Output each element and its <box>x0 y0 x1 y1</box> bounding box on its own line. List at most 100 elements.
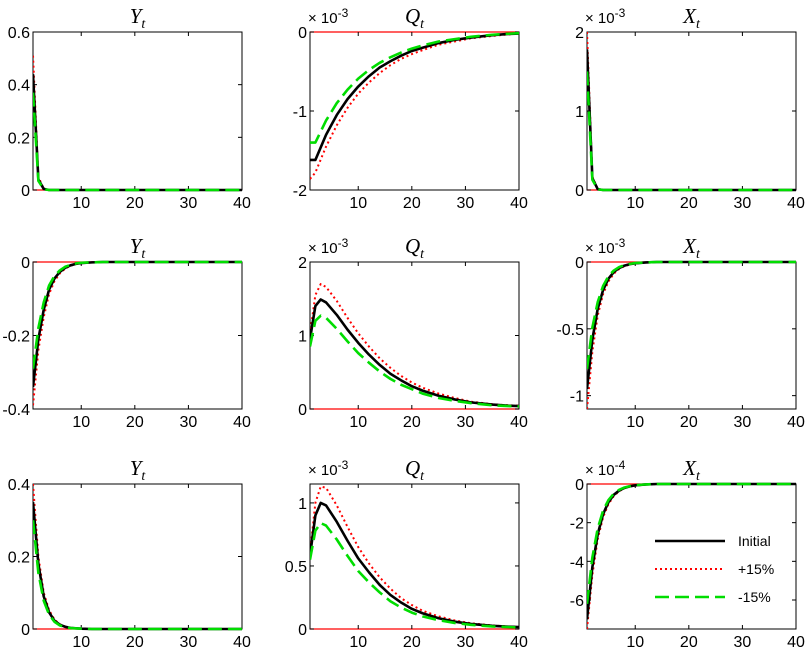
x-tick-label: 30 <box>180 195 198 212</box>
x-tick-label: 20 <box>680 195 698 212</box>
y-tick-label: -4 <box>570 554 584 571</box>
y-tick-label: 1 <box>298 496 307 513</box>
y-tick-label: 0 <box>575 183 584 200</box>
x-tick-label: 10 <box>72 634 90 651</box>
panel-title: Yt <box>130 4 147 32</box>
axis-exponent-label: × 10-3 <box>585 6 626 27</box>
x-tick-label: 10 <box>72 195 90 212</box>
x-tick-label: 10 <box>626 195 644 212</box>
legend: Initial +15% -15% <box>655 533 774 605</box>
x-tick-label: 30 <box>734 634 752 651</box>
x-tick-label: 40 <box>787 195 805 212</box>
series-line-minus15 <box>310 31 519 144</box>
x-tick-label: 20 <box>403 195 421 212</box>
x-tick-label: 30 <box>180 414 198 431</box>
x-tick-label: 10 <box>349 195 367 212</box>
x-tick-label: 30 <box>180 634 198 651</box>
y-tick-label: 2 <box>575 25 584 42</box>
panel-1: 10 20 30 40 0 0.2 0.4 0.6 Yt <box>8 4 251 212</box>
x-tick-label: 20 <box>403 634 421 651</box>
x-tick-label: 20 <box>680 634 698 651</box>
series-line-minus15 <box>587 482 796 605</box>
y-tick-label: 2 <box>298 255 307 272</box>
panel-title: Xt <box>682 234 701 262</box>
y-tick-label: -0.2 <box>2 329 30 346</box>
x-tick-label: 10 <box>72 414 90 431</box>
x-tick-label: 30 <box>457 634 475 651</box>
y-tick-label: -2 <box>570 516 584 533</box>
y-tick-label: 0.4 <box>8 78 30 95</box>
series-line-minus15 <box>33 520 242 631</box>
legend-label: Initial <box>738 533 771 549</box>
panel-title: Qt <box>405 4 425 32</box>
x-tick-label: 20 <box>403 414 421 431</box>
x-tick-label: 30 <box>734 195 752 212</box>
axis-exponent-label: × 10-3 <box>585 236 626 257</box>
y-tick-label: 0.5 <box>285 559 307 576</box>
y-tick-label: -1 <box>570 389 584 406</box>
y-tick-label: 0 <box>298 622 307 639</box>
series-line-minus15 <box>33 92 242 192</box>
x-tick-label: 20 <box>680 414 698 431</box>
y-tick-label: 0 <box>21 255 30 272</box>
x-tick-label: 40 <box>787 414 805 431</box>
x-tick-label: 40 <box>233 414 251 431</box>
series-line-minus15 <box>310 314 519 408</box>
y-tick-label: 0 <box>298 402 307 419</box>
axis-exponent-label: × 10-3 <box>308 6 349 27</box>
y-tick-label: 0.2 <box>8 550 30 567</box>
x-tick-label: 10 <box>349 634 367 651</box>
panel-2: 10 20 30 40 -2 -1 0× 10-3 Qt <box>293 4 528 212</box>
panel-7: 10 20 30 40 0 0.2 0.4 Yt <box>8 456 251 651</box>
panel-5: 10 20 30 40 0 1 2× 10-3 Qt <box>298 234 528 431</box>
x-tick-label: 30 <box>734 414 752 431</box>
x-tick-label: 10 <box>626 634 644 651</box>
axes-box <box>309 31 520 191</box>
y-tick-label: 0 <box>575 255 584 272</box>
panel-9: 10 20 30 40 -6 -4 -2 0× 10-4 Xt Initial +15% -15% <box>570 456 805 651</box>
x-tick-label: 20 <box>126 414 144 431</box>
axes-box <box>586 31 797 191</box>
x-tick-label: 30 <box>457 414 475 431</box>
y-tick-label: 0.6 <box>8 25 30 42</box>
panel-8: 10 20 30 40 0 0.5 1× 10-3 Qt <box>285 456 528 651</box>
x-tick-label: 20 <box>126 195 144 212</box>
y-tick-label: 0.2 <box>8 130 30 147</box>
series-line-minus15 <box>310 521 519 629</box>
series-line-minus15 <box>587 260 796 370</box>
y-tick-label: 0.4 <box>8 477 30 494</box>
axes-box <box>586 483 797 630</box>
panel-title: Qt <box>405 456 425 484</box>
axes-box <box>586 261 797 410</box>
axis-exponent-label: × 10-4 <box>585 458 626 479</box>
panel-title: Yt <box>130 234 147 262</box>
x-tick-label: 40 <box>510 195 528 212</box>
panel-4: 10 20 30 40 -0.4 -0.2 0 Yt <box>2 234 251 431</box>
panel-title: Xt <box>682 4 701 32</box>
panel-title: Qt <box>405 234 425 262</box>
y-tick-label: -0.5 <box>556 322 584 339</box>
y-tick-label: 0 <box>21 622 30 639</box>
panel-3: 10 20 30 40 0 1 2× 10-3 Xt <box>575 4 805 212</box>
y-tick-label: 1 <box>298 329 307 346</box>
axes-box <box>32 261 243 410</box>
x-tick-label: 30 <box>457 195 475 212</box>
x-tick-label: 10 <box>349 414 367 431</box>
legend-label: +15% <box>738 561 774 577</box>
x-tick-label: 10 <box>626 414 644 431</box>
y-tick-label: -1 <box>293 104 307 121</box>
x-tick-label: 40 <box>510 634 528 651</box>
axes-box <box>32 31 243 191</box>
y-tick-label: 0 <box>298 25 307 42</box>
panel-title: Yt <box>130 456 147 484</box>
x-tick-label: 40 <box>233 634 251 651</box>
y-tick-label: 0 <box>575 477 584 494</box>
y-tick-label: -6 <box>570 593 584 610</box>
y-tick-label: 0 <box>21 183 30 200</box>
x-tick-label: 20 <box>126 634 144 651</box>
panel-title: Xt <box>682 456 701 484</box>
axis-exponent-label: × 10-3 <box>308 458 349 479</box>
legend-label: -15% <box>738 589 771 605</box>
panel-6: 10 20 30 40 -1 -0.5 0× 10-3 Xt <box>556 234 805 431</box>
